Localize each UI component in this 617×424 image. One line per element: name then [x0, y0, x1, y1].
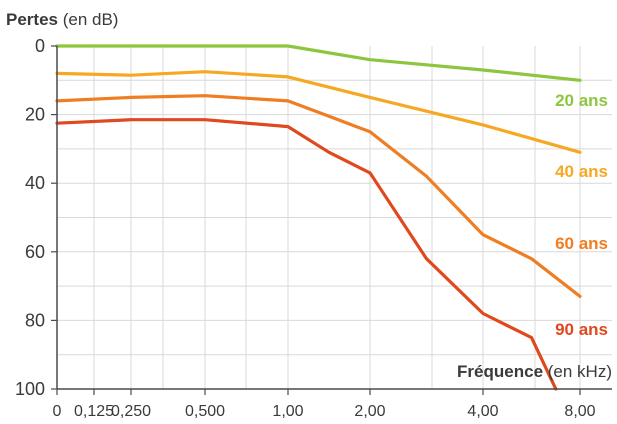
series-lines — [55, 44, 582, 391]
series-label-40-ans: 40 ans — [555, 162, 608, 181]
y-tick-label: 0 — [35, 36, 45, 56]
series-label-20-ans: 20 ans — [555, 91, 608, 110]
x-axis-title: Fréquence (en kHz) — [457, 362, 612, 381]
y-tick-label: 100 — [15, 379, 45, 399]
x-tick-label: 8,00 — [564, 403, 595, 420]
x-tick-label: 0,500 — [185, 403, 225, 420]
x-axis-title-bold: Fréquence — [457, 362, 543, 381]
x-tick-label: 1,00 — [272, 403, 303, 420]
series-label-90-ans: 90 ans — [555, 320, 608, 339]
y-tick-label: 20 — [25, 105, 45, 125]
x-tick-label: 0,250 — [111, 403, 151, 420]
y-axis-title-unit: (en dB) — [58, 10, 118, 29]
series-line-40-ans — [55, 70, 582, 154]
x-tick-label: 4,00 — [467, 403, 498, 420]
grid — [57, 46, 612, 390]
y-tick-label: 60 — [25, 242, 45, 262]
x-tick-label: 2,00 — [354, 403, 385, 420]
series-line-20-ans — [55, 44, 582, 82]
series-line-60-ans — [55, 94, 582, 298]
y-axis-title: Pertes (en dB) — [6, 10, 118, 29]
series-label-60-ans: 60 ans — [555, 234, 608, 253]
y-tick-label: 40 — [25, 173, 45, 193]
axes — [51, 45, 612, 395]
y-tick-label: 80 — [25, 310, 45, 330]
series-line-90-ans — [55, 118, 558, 391]
y-axis-title-bold: Pertes — [6, 10, 58, 29]
x-tick-label: 0,125 — [74, 403, 114, 420]
x-tick-label: 0 — [53, 403, 62, 420]
x-axis-title-unit: (en kHz) — [543, 362, 612, 381]
